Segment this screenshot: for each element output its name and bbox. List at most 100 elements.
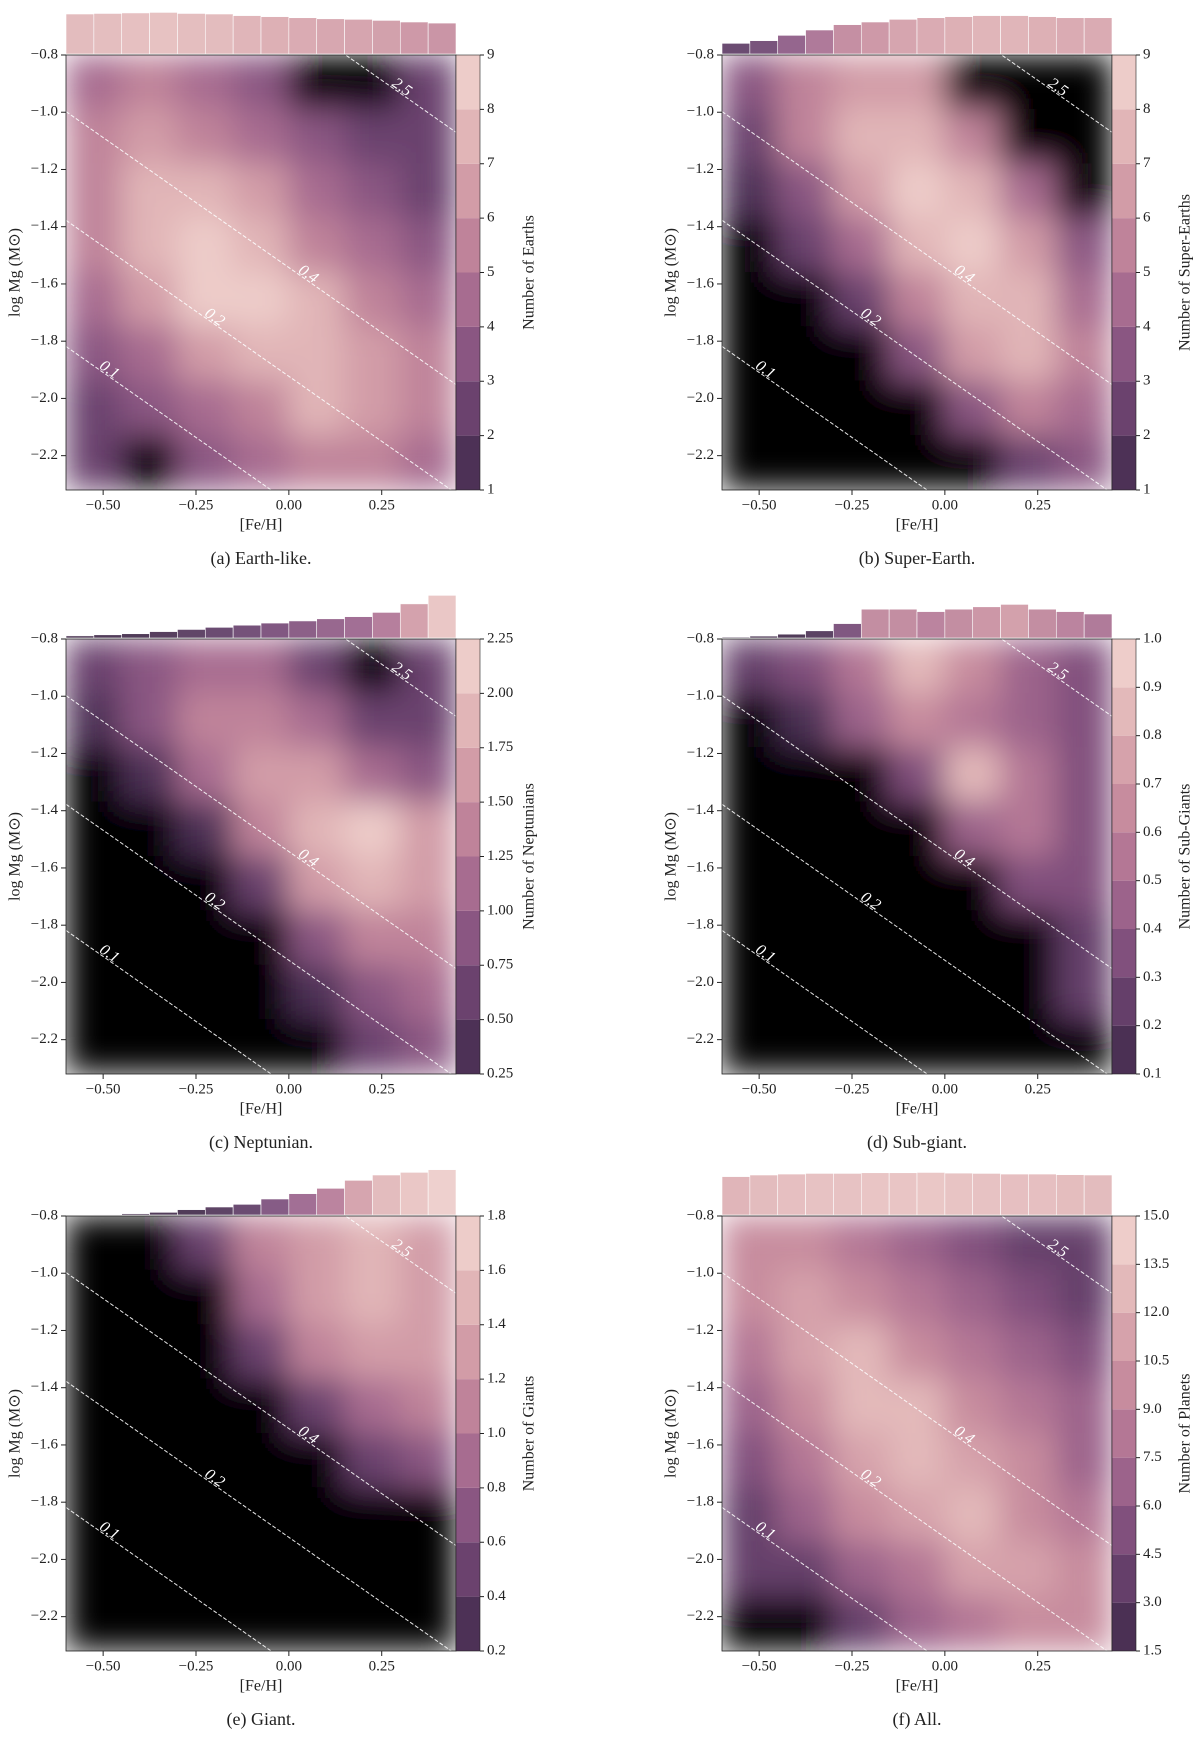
contour-cell	[1055, 639, 1112, 694]
contour-cell	[232, 1019, 290, 1074]
contour-cell	[777, 801, 834, 857]
contour-cell	[777, 964, 834, 1021]
y-tick-label: −1.6	[31, 1436, 59, 1452]
colorbar-tick-label: 1.0	[487, 1425, 506, 1441]
colorbar-label: Number of Sub-Giants	[1177, 784, 1194, 930]
contour-cell	[232, 1216, 290, 1271]
colorbar-band	[1112, 977, 1136, 1026]
contour-cell	[121, 435, 178, 490]
contour-cell	[1000, 326, 1057, 382]
contour-cell	[777, 435, 834, 490]
contour-cell	[832, 108, 890, 165]
contour-cell	[832, 1378, 890, 1434]
colorbar-band	[456, 218, 480, 273]
contour-cell	[888, 692, 946, 749]
contour-cell	[944, 272, 1002, 328]
contour-cell	[399, 163, 456, 219]
contour-cell	[1055, 1596, 1112, 1651]
contour-cell	[777, 747, 834, 803]
contour-cell	[121, 1487, 178, 1543]
contour-cell	[722, 1596, 779, 1651]
contour-cell	[832, 1269, 890, 1326]
histogram-bar	[372, 1174, 401, 1216]
histogram-bar	[149, 631, 178, 639]
x-tick-label: 0.25	[369, 1658, 395, 1674]
colorbar-band	[456, 1379, 480, 1434]
colorbar-tick-label: 4.5	[1143, 1546, 1162, 1562]
contour-cell	[832, 747, 890, 803]
contour-cell	[944, 1487, 1002, 1543]
plot-area: 0.10.20.42.5	[66, 639, 456, 1074]
contour-cell	[121, 326, 178, 382]
histogram-bar	[888, 19, 918, 55]
contour-cell	[1000, 1019, 1057, 1074]
histogram-bar	[288, 1193, 318, 1216]
contour-cell	[722, 910, 779, 966]
iso-line	[66, 1507, 272, 1651]
x-tick-label: 0.25	[369, 1081, 395, 1097]
contour-cell	[944, 910, 1002, 966]
contour-cell	[66, 964, 123, 1021]
colorbar-band	[456, 1019, 480, 1074]
contour-cell	[722, 1433, 779, 1489]
y-axis-label: log Mg (M⊙)	[663, 1389, 680, 1478]
y-tick-label: −1.4	[687, 218, 715, 234]
x-axis-label: [Fe/H]	[896, 1678, 939, 1695]
x-tick-label: −0.25	[835, 1081, 870, 1097]
x-tick-label: 0.00	[276, 1658, 302, 1674]
contour-cell	[888, 747, 946, 803]
iso-line	[66, 1272, 456, 1546]
histogram-bar	[833, 24, 862, 55]
x-tick-label: −0.50	[742, 1658, 777, 1674]
contour-cell	[722, 435, 779, 490]
contour-cell	[176, 801, 234, 857]
colorbar-tick-label: 0.7	[1143, 775, 1162, 791]
contour-cell	[121, 1324, 178, 1380]
x-axis-label: [Fe/H]	[240, 1678, 283, 1695]
colorbar-tick-label: 1.50	[487, 794, 513, 810]
colorbar-band	[456, 747, 480, 803]
contour-cell	[176, 380, 234, 437]
colorbar-band	[1112, 218, 1136, 273]
histogram-bar	[972, 1173, 1001, 1216]
colorbar-band	[1112, 735, 1136, 784]
colorbar-tick-label: 3.0	[1143, 1594, 1162, 1610]
contour-cell	[344, 910, 401, 966]
contour-cell	[66, 801, 123, 857]
histogram-bar	[1055, 611, 1085, 639]
contour-cell	[1055, 1019, 1112, 1074]
contour-cell	[232, 692, 290, 749]
y-tick-label: −1.4	[687, 802, 715, 818]
contour-cell	[344, 217, 401, 273]
contour-cell	[1000, 272, 1057, 328]
contour-cell	[888, 964, 946, 1021]
contour-cell	[399, 964, 456, 1021]
contour-cell	[1055, 1216, 1112, 1271]
contour-cell	[66, 639, 123, 694]
contour-cell	[232, 856, 290, 912]
histogram-bar	[888, 1172, 918, 1216]
contour-cell	[121, 910, 178, 966]
contour-cell	[722, 326, 779, 382]
colorbar-frame	[1111, 638, 1137, 1075]
contour-cell	[944, 435, 1002, 490]
x-tick-label: 0.25	[369, 497, 395, 513]
contour-cell	[176, 1269, 234, 1326]
histogram-bar	[860, 21, 890, 55]
x-tick-label: 0.25	[1025, 1658, 1051, 1674]
colorbar-tick-label: 0.25	[487, 1065, 513, 1081]
plot-area: 0.10.20.42.5	[722, 639, 1112, 1074]
contour-cell	[232, 380, 290, 437]
contour-cell	[722, 55, 779, 110]
histogram-bar	[860, 608, 890, 639]
y-axis-label: log Mg (M⊙)	[7, 1389, 24, 1478]
y-tick-label: −1.0	[31, 1265, 58, 1281]
histogram-bar	[260, 622, 290, 639]
histogram-bar	[749, 1174, 779, 1216]
contour-cell	[288, 380, 346, 437]
contour-cell	[1055, 1324, 1112, 1380]
contour-cell	[944, 856, 1002, 912]
caption: (d) Sub-giant.	[867, 1132, 967, 1153]
contour-cell	[722, 163, 779, 219]
iso-line	[344, 55, 456, 133]
